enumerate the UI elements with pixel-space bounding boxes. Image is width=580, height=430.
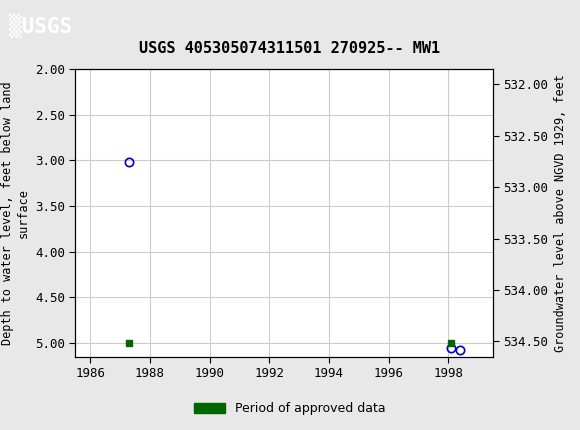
Y-axis label: Depth to water level, feet below land
surface: Depth to water level, feet below land su… [1, 81, 30, 345]
Text: ▒USGS: ▒USGS [9, 13, 72, 38]
Y-axis label: Groundwater level above NGVD 1929, feet: Groundwater level above NGVD 1929, feet [554, 74, 567, 352]
Text: USGS 405305074311501 270925-- MW1: USGS 405305074311501 270925-- MW1 [139, 41, 441, 56]
Legend: Period of approved data: Period of approved data [189, 397, 391, 420]
